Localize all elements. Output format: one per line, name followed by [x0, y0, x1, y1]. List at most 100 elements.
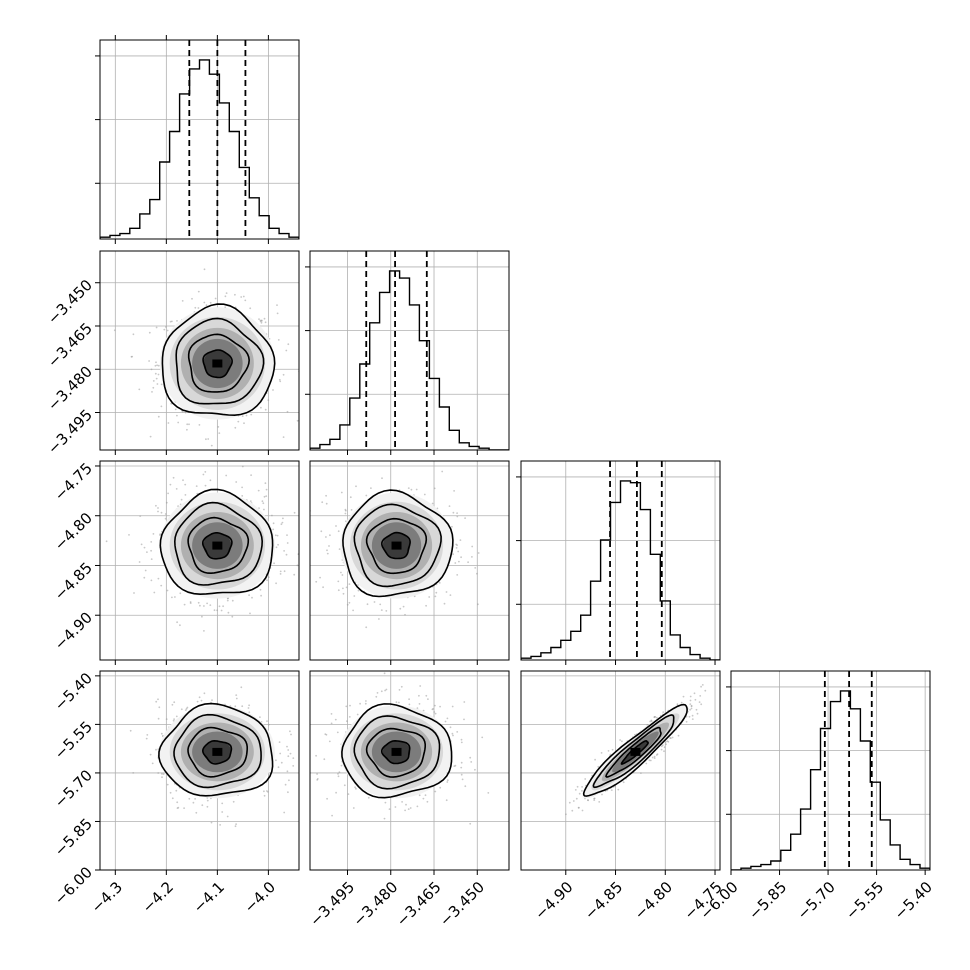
sample-point	[649, 759, 652, 762]
sample-point	[276, 304, 278, 306]
sample-point	[132, 772, 135, 774]
sample-point	[259, 716, 261, 718]
sample-point	[222, 605, 225, 608]
sample-point	[165, 501, 168, 504]
sample-point	[379, 603, 382, 606]
histogram-step-line	[521, 480, 720, 660]
sample-point	[286, 534, 288, 536]
sample-point	[157, 364, 160, 367]
sample-point	[180, 708, 183, 711]
sample-point	[439, 786, 442, 789]
sample-point	[365, 700, 367, 702]
sample-point	[426, 800, 429, 803]
sample-point	[283, 811, 286, 814]
sample-point	[186, 428, 188, 431]
sample-point	[316, 779, 319, 781]
sample-point	[325, 502, 328, 505]
sample-point	[264, 408, 267, 411]
sample-point	[334, 718, 337, 721]
sample-point	[446, 781, 449, 783]
sample-point	[336, 731, 339, 734]
sample-point	[177, 421, 180, 424]
sample-point	[701, 684, 704, 686]
sample-point	[356, 713, 359, 716]
sample-point	[248, 704, 251, 707]
sample-point	[443, 602, 446, 605]
sample-point	[258, 507, 260, 509]
sample-point	[587, 799, 589, 802]
sample-point	[218, 605, 221, 608]
sample-point	[203, 301, 206, 304]
sample-point	[206, 602, 209, 605]
sample-point	[384, 689, 386, 692]
sample-point	[227, 611, 230, 614]
sample-point	[600, 752, 603, 754]
sample-point	[357, 589, 360, 592]
sample-point	[330, 722, 333, 725]
sample-point	[653, 757, 656, 759]
sample-point	[157, 698, 159, 701]
histogram-step-line	[310, 270, 509, 450]
sample-point	[184, 709, 187, 711]
sample-point	[344, 508, 347, 511]
sample-point	[263, 317, 266, 320]
sample-point	[471, 545, 474, 548]
sample-point	[205, 304, 208, 307]
sample-point	[235, 823, 238, 825]
sample-point	[330, 713, 333, 715]
sample-point	[481, 736, 484, 739]
sample-point	[249, 500, 252, 502]
sample-point	[247, 707, 250, 709]
sample-point	[471, 556, 473, 558]
sample-point	[452, 553, 454, 556]
sample-point	[464, 785, 467, 788]
sample-point	[690, 707, 693, 710]
sample-point	[331, 814, 333, 817]
sample-point	[161, 776, 163, 779]
sample-point	[445, 591, 448, 593]
sample-point	[404, 613, 406, 616]
density-peak	[391, 747, 402, 756]
sample-point	[316, 773, 318, 775]
sample-point	[171, 596, 173, 599]
sample-point	[151, 391, 153, 393]
density-peak	[212, 359, 223, 368]
contour-line-2	[365, 727, 426, 778]
sample-point	[113, 329, 116, 332]
sample-point	[394, 806, 397, 808]
sample-point	[578, 806, 580, 809]
sample-point	[160, 383, 163, 386]
sample-point	[158, 706, 161, 709]
sample-point	[395, 701, 398, 704]
sample-point	[581, 809, 584, 812]
sample-point	[690, 705, 693, 708]
sample-point	[209, 301, 212, 304]
sample-point	[649, 720, 651, 723]
sample-point	[460, 761, 463, 764]
sample-point	[133, 592, 135, 594]
sample-point	[388, 808, 391, 810]
sample-point	[157, 507, 159, 509]
sample-point	[385, 688, 388, 691]
sample-point	[691, 714, 694, 717]
sample-point	[287, 749, 290, 751]
sample-point	[695, 708, 698, 711]
sample-point	[188, 423, 190, 426]
sample-point	[277, 543, 279, 546]
panel-frame	[99, 39, 300, 240]
sample-point	[198, 696, 201, 699]
sample-point	[207, 438, 210, 440]
sample-point	[653, 755, 656, 758]
sample-point	[167, 492, 170, 495]
sample-point	[196, 700, 199, 703]
sample-point	[315, 754, 317, 757]
x-tick-label: −4.3	[88, 878, 126, 916]
sample-point	[688, 715, 691, 718]
contour-line-1	[592, 714, 675, 789]
sample-point	[160, 584, 163, 587]
sample-point	[469, 822, 472, 825]
sample-point	[315, 580, 318, 583]
panel-frame	[99, 670, 300, 871]
contour-line-3	[380, 531, 411, 560]
density-peak	[391, 541, 402, 550]
